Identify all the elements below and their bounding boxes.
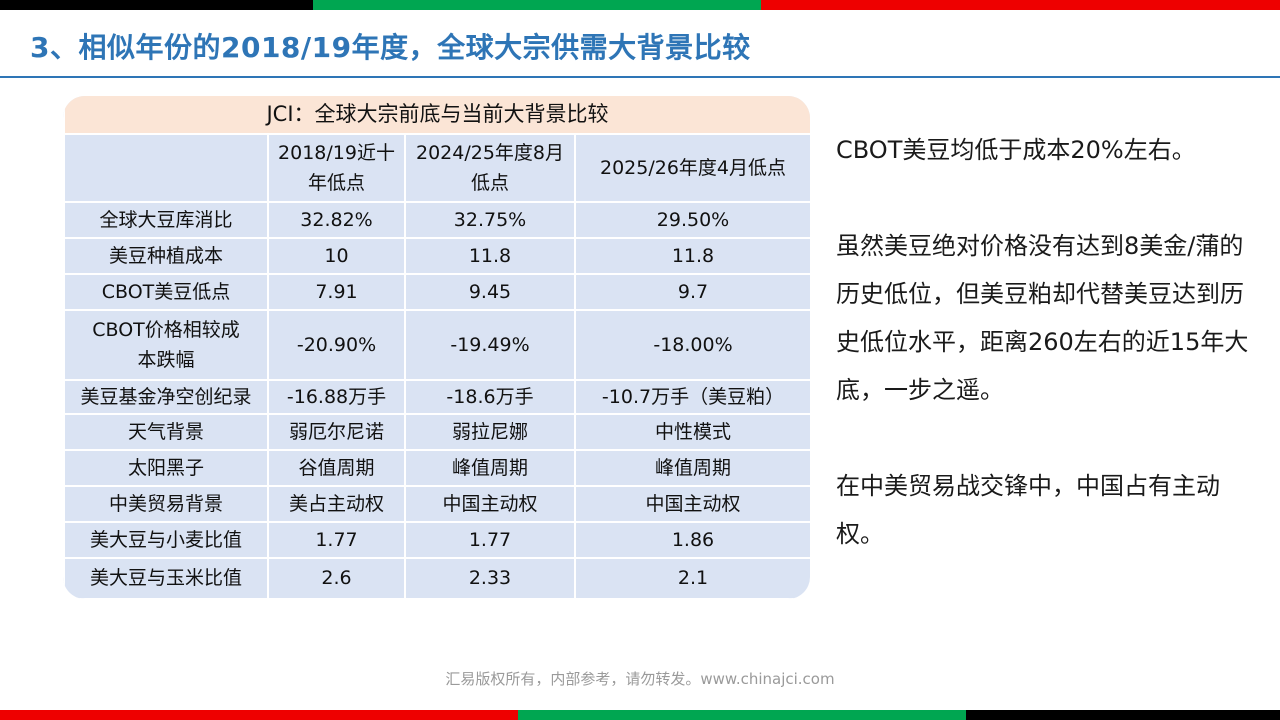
top-bar-red-segment bbox=[761, 0, 1280, 10]
table-row: CBOT美豆低点 7.91 9.45 9.7 bbox=[63, 273, 810, 311]
table-cell: 1.77 bbox=[404, 521, 576, 559]
table-cell: 中性模式 bbox=[574, 413, 810, 451]
table-cell: 1.86 bbox=[574, 521, 810, 559]
row-label: CBOT美豆低点 bbox=[63, 273, 269, 311]
table-title-row: JCI：全球大宗前底与当前大背景比较 bbox=[63, 96, 810, 135]
table-cell: 10 bbox=[267, 237, 406, 275]
table-row: 美大豆与小麦比值 1.77 1.77 1.86 bbox=[63, 521, 810, 559]
table-cell: 2.1 bbox=[574, 557, 810, 599]
table-cell: 峰值周期 bbox=[574, 449, 810, 487]
bottom-bar-green-segment bbox=[518, 710, 966, 720]
header-cell: 2025/26年度4月低点 bbox=[574, 133, 810, 203]
title-divider bbox=[0, 76, 1280, 78]
table-cell: 中国主动权 bbox=[574, 485, 810, 523]
table-title: JCI：全球大宗前底与当前大背景比较 bbox=[63, 96, 810, 135]
table-cell: 7.91 bbox=[267, 273, 406, 311]
table-cell: -19.49% bbox=[404, 309, 576, 381]
comparison-table-card: JCI：全球大宗前底与当前大背景比较 2018/19近十年低点 2024/25年… bbox=[63, 96, 810, 599]
table-cell: 弱拉尼娜 bbox=[404, 413, 576, 451]
bottom-bar-black-segment bbox=[966, 710, 1280, 720]
table-cell: 11.8 bbox=[574, 237, 810, 275]
copyright-footer: 汇易版权所有，内部参考，请勿转发。www.chinajci.com bbox=[445, 670, 835, 688]
table-cell: -20.90% bbox=[267, 309, 406, 381]
bottom-color-bar bbox=[0, 710, 1280, 720]
top-color-bar bbox=[0, 0, 1280, 10]
comparison-table: JCI：全球大宗前底与当前大背景比较 2018/19近十年低点 2024/25年… bbox=[63, 96, 810, 599]
header-cell bbox=[63, 133, 269, 203]
top-bar-green-segment bbox=[313, 0, 761, 10]
commentary-panel: CBOT美豆均低于成本20%左右。 虽然美豆绝对价格没有达到8美金/蒲的历史低位… bbox=[836, 126, 1256, 558]
table-cell: -18.00% bbox=[574, 309, 810, 381]
row-label: 中美贸易背景 bbox=[63, 485, 269, 523]
row-label: 太阳黑子 bbox=[63, 449, 269, 487]
row-label: 天气背景 bbox=[63, 413, 269, 451]
bottom-bar-red-segment bbox=[0, 710, 518, 720]
table-row: 美大豆与玉米比值 2.6 2.33 2.1 bbox=[63, 557, 810, 599]
row-label: 美豆基金净空创纪录 bbox=[63, 379, 269, 415]
table-cell: 峰值周期 bbox=[404, 449, 576, 487]
table-cell: 32.82% bbox=[267, 201, 406, 239]
table-cell: 9.45 bbox=[404, 273, 576, 311]
table-cell: 弱厄尔尼诺 bbox=[267, 413, 406, 451]
row-label: 美大豆与小麦比值 bbox=[63, 521, 269, 559]
row-label: 美大豆与玉米比值 bbox=[63, 557, 269, 599]
commentary-paragraph-1: CBOT美豆均低于成本20%左右。 bbox=[836, 136, 1196, 164]
table-row: 全球大豆库消比 32.82% 32.75% 29.50% bbox=[63, 201, 810, 239]
table-cell: 29.50% bbox=[574, 201, 810, 239]
table-cell: 2.6 bbox=[267, 557, 406, 599]
table-header-row: 2018/19近十年低点 2024/25年度8月低点 2025/26年度4月低点 bbox=[63, 133, 810, 203]
header-cell: 2018/19近十年低点 bbox=[267, 133, 406, 203]
table-cell: 9.7 bbox=[574, 273, 810, 311]
header-cell: 2024/25年度8月低点 bbox=[404, 133, 576, 203]
table-cell: -10.7万手（美豆粕） bbox=[574, 379, 810, 415]
table-cell: 2.33 bbox=[404, 557, 576, 599]
table-row: 中美贸易背景 美占主动权 中国主动权 中国主动权 bbox=[63, 485, 810, 523]
table-row: 美豆种植成本 10 11.8 11.8 bbox=[63, 237, 810, 275]
table-cell: 美占主动权 bbox=[267, 485, 406, 523]
row-label: 全球大豆库消比 bbox=[63, 201, 269, 239]
paragraph-spacer bbox=[836, 174, 1256, 222]
table-row: 天气背景 弱厄尔尼诺 弱拉尼娜 中性模式 bbox=[63, 413, 810, 451]
table-cell: 32.75% bbox=[404, 201, 576, 239]
table-cell: 11.8 bbox=[404, 237, 576, 275]
table-row: 太阳黑子 谷值周期 峰值周期 峰值周期 bbox=[63, 449, 810, 487]
row-label: 美豆种植成本 bbox=[63, 237, 269, 275]
table-cell: 中国主动权 bbox=[404, 485, 576, 523]
slide-title: 3、相似年份的2018/19年度，全球大宗供需大背景比较 bbox=[30, 31, 751, 64]
table-cell: 1.77 bbox=[267, 521, 406, 559]
paragraph-spacer bbox=[836, 414, 1256, 462]
table-row: CBOT价格相较成本跌幅 -20.90% -19.49% -18.00% bbox=[63, 309, 810, 381]
top-bar-black-segment bbox=[0, 0, 313, 10]
table-cell: 谷值周期 bbox=[267, 449, 406, 487]
table-row: 美豆基金净空创纪录 -16.88万手 -18.6万手 -10.7万手（美豆粕） bbox=[63, 379, 810, 415]
commentary-paragraph-2: 虽然美豆绝对价格没有达到8美金/蒲的历史低位，但美豆粕却代替美豆达到历史低位水平… bbox=[836, 232, 1249, 404]
table-cell: -18.6万手 bbox=[404, 379, 576, 415]
commentary-paragraph-3: 在中美贸易战交锋中，中国占有主动权。 bbox=[836, 472, 1220, 548]
row-label: CBOT价格相较成本跌幅 bbox=[63, 309, 269, 381]
table-cell: -16.88万手 bbox=[267, 379, 406, 415]
